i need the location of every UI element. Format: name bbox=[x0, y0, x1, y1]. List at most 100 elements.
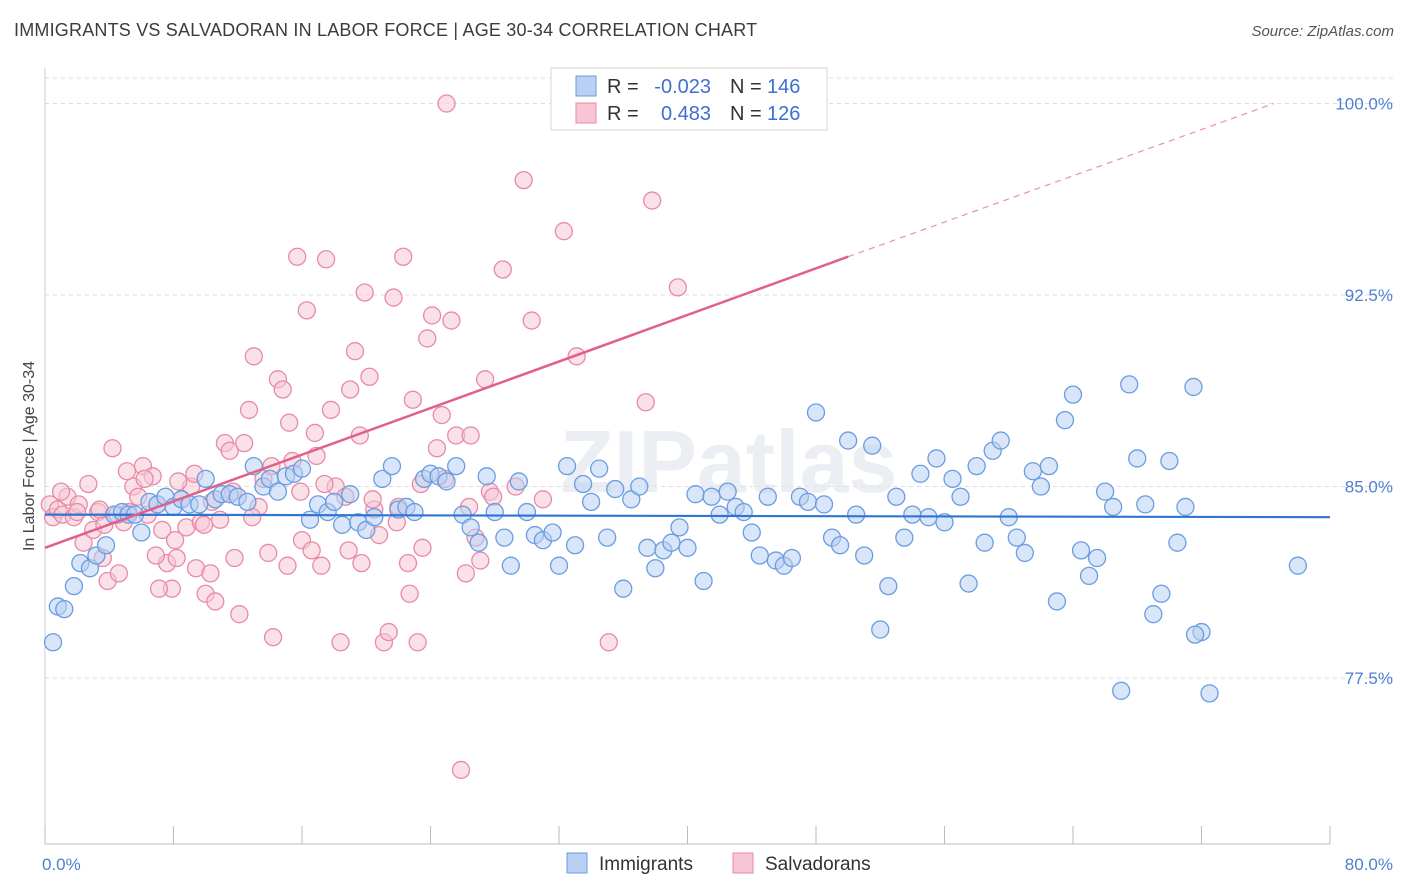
salvadorans-point-73 bbox=[394, 247, 413, 266]
salvadorans-point-41 bbox=[239, 400, 259, 420]
immigrants-point-87 bbox=[734, 502, 753, 522]
immigrants-point-70 bbox=[598, 528, 617, 547]
legend-r-value-1: -0.023 bbox=[654, 76, 711, 98]
immigrants-point-25 bbox=[238, 492, 257, 512]
salvadorans-point-58 bbox=[321, 400, 341, 420]
legend-n-value-2: 126 bbox=[767, 103, 800, 125]
immigrants-point-106 bbox=[887, 487, 906, 506]
immigrants-point-93 bbox=[782, 548, 802, 568]
salvadorans-point-80 bbox=[427, 439, 447, 458]
salvadorans-point-111 bbox=[315, 474, 334, 494]
immigrants-point-101 bbox=[847, 505, 866, 524]
immigrants-point-80 bbox=[678, 538, 697, 557]
immigrants-point-107 bbox=[895, 528, 914, 547]
immigrants-point-119 bbox=[991, 431, 1010, 450]
salvadorans-point-92 bbox=[493, 260, 512, 279]
immigrants-point-84 bbox=[710, 505, 729, 524]
salvadorans-point-85 bbox=[451, 760, 471, 780]
salvadorans-point-110 bbox=[291, 482, 310, 501]
immigrants-point-65 bbox=[557, 456, 577, 476]
salvadorans-point-13 bbox=[103, 439, 122, 458]
immigrants-point-104 bbox=[871, 620, 890, 639]
immigrants-point-41 bbox=[365, 508, 384, 527]
immigrants-point-124 bbox=[1031, 477, 1051, 496]
salvadorans-point-93 bbox=[514, 170, 533, 190]
immigrants-point-32 bbox=[292, 459, 312, 478]
salvadorans-point-129 bbox=[243, 508, 262, 527]
immigrants-point-74 bbox=[630, 477, 649, 496]
immigrants-point-67 bbox=[573, 474, 593, 494]
immigrants-point-132 bbox=[1095, 482, 1115, 501]
immigrants-point-69 bbox=[590, 459, 609, 478]
immigrants-point-142 bbox=[1176, 497, 1195, 517]
immigrants-point-82 bbox=[694, 571, 713, 591]
salvadorans-point-125 bbox=[149, 579, 169, 598]
salvadorans-point-54 bbox=[302, 541, 321, 560]
immigrants-points bbox=[43, 375, 1308, 703]
immigrants-point-85 bbox=[718, 482, 737, 501]
immigrants-point-81 bbox=[686, 485, 705, 504]
immigrants-point-100 bbox=[838, 431, 858, 450]
salvadorans-point-8 bbox=[79, 474, 98, 494]
immigrants-point-79 bbox=[670, 518, 689, 537]
immigrants-point-128 bbox=[1063, 385, 1083, 404]
immigrants-point-96 bbox=[806, 403, 826, 422]
salvadorans-point-38 bbox=[225, 548, 244, 568]
immigrants-point-127 bbox=[1055, 410, 1075, 430]
salvadorans-point-98 bbox=[599, 633, 618, 652]
immigrants-point-75 bbox=[638, 538, 657, 557]
salvadorans-point-105 bbox=[146, 546, 165, 565]
salvadorans-point-76 bbox=[408, 633, 427, 652]
immigrants-point-146 bbox=[1288, 556, 1308, 575]
salvadorans-point-42 bbox=[244, 347, 263, 366]
immigrants-point-71 bbox=[606, 479, 625, 499]
legend-n-value-1: 146 bbox=[767, 76, 800, 98]
immigrants-point-57 bbox=[495, 528, 514, 547]
salvadorans-point-48 bbox=[273, 380, 292, 399]
immigrants-point-116 bbox=[967, 456, 986, 476]
salvadorans-point-94 bbox=[522, 311, 541, 330]
legend-box bbox=[550, 67, 828, 131]
immigrants-point-145 bbox=[1200, 684, 1219, 703]
salvadorans-point-87 bbox=[461, 426, 480, 445]
immigrants-point-117 bbox=[975, 533, 994, 552]
immigrants-point-36 bbox=[324, 492, 344, 512]
immigrants-point-89 bbox=[750, 546, 769, 565]
salvadorans-point-34 bbox=[206, 592, 225, 611]
immigrants-point-29 bbox=[268, 482, 288, 501]
immigrants-point-129 bbox=[1071, 541, 1091, 560]
y-axis-label: In Labor Force | Age 30-34 bbox=[21, 361, 38, 551]
salvadorans-point-66 bbox=[360, 367, 379, 386]
salvadorans-trend-line bbox=[44, 255, 849, 549]
salvadorans-point-107 bbox=[194, 515, 214, 534]
immigrants-point-3 bbox=[64, 576, 84, 596]
salvadorans-point-106 bbox=[169, 472, 188, 491]
immigrants-point-122 bbox=[1015, 543, 1034, 563]
source-label: Source: ZipAtlas.com bbox=[1251, 23, 1394, 40]
immigrants-point-43 bbox=[382, 456, 402, 476]
immigrants-point-66 bbox=[565, 536, 585, 555]
salvadorans-point-121 bbox=[67, 502, 87, 522]
immigrants-point-147 bbox=[1185, 625, 1205, 644]
legend-swatch-salvadorans bbox=[575, 102, 597, 124]
salvadorans-point-33 bbox=[201, 564, 220, 583]
salvadorans-point-56 bbox=[312, 556, 331, 575]
legend-swatch-salvadorans-bottom bbox=[732, 852, 754, 874]
legend-label-immigrants: Immigrants bbox=[599, 854, 693, 875]
axes bbox=[44, 68, 1331, 845]
salvadorans-point-77 bbox=[413, 538, 432, 557]
y-tick-label-0: 77.5% bbox=[1345, 669, 1393, 688]
immigrants-point-68 bbox=[581, 492, 601, 512]
legend-n-label-1: N = bbox=[730, 76, 762, 98]
y-tick-label-1: 85.0% bbox=[1345, 478, 1393, 497]
immigrants-point-55 bbox=[477, 467, 496, 486]
immigrants-point-37 bbox=[333, 515, 352, 534]
immigrants-point-111 bbox=[927, 449, 946, 468]
salvadorans-point-132 bbox=[352, 553, 371, 573]
salvadorans-point-35 bbox=[210, 510, 230, 529]
salvadorans-point-112 bbox=[339, 541, 358, 560]
legend-r-label-1: R = bbox=[607, 76, 639, 98]
immigrants-point-72 bbox=[614, 579, 633, 598]
immigrants-point-108 bbox=[903, 505, 922, 524]
salvadorans-point-14 bbox=[109, 564, 129, 583]
